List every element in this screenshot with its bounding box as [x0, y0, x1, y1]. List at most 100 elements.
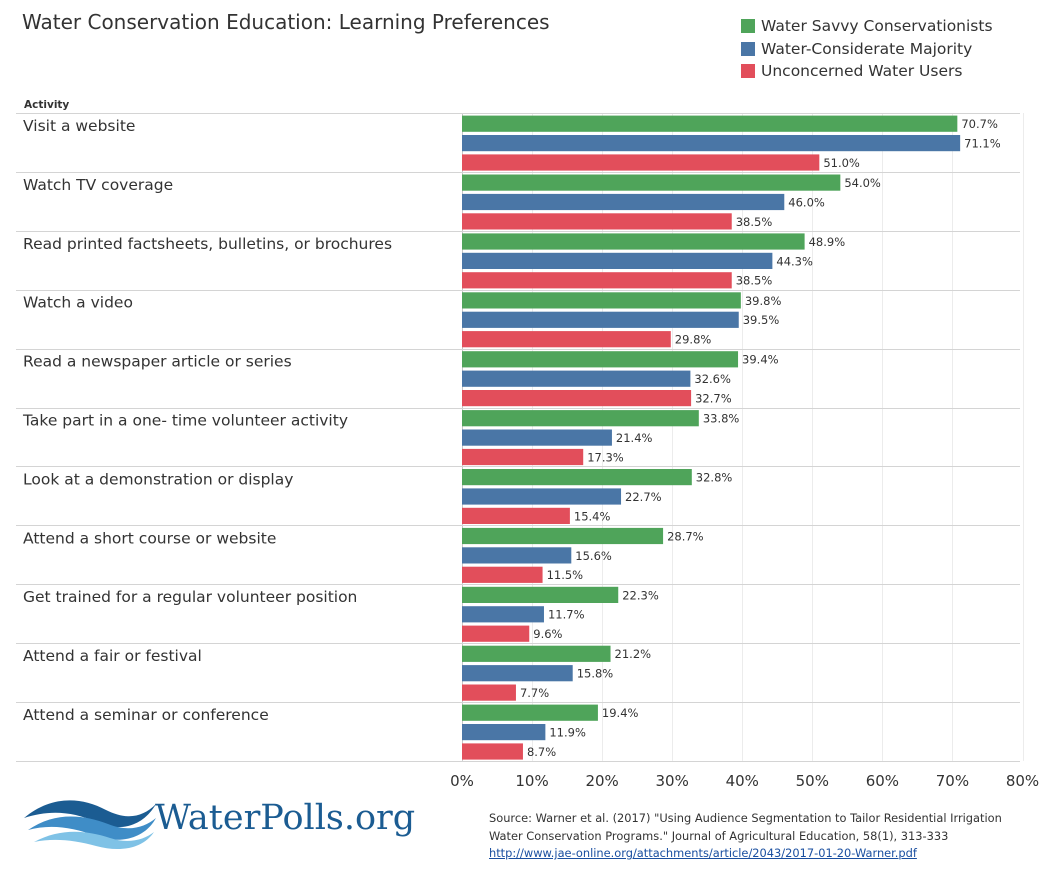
bar	[462, 370, 691, 387]
bar-value-label: 48.9%	[809, 235, 846, 249]
bar-value-label: 11.7%	[548, 608, 585, 622]
source-link[interactable]: http://www.jae-online.org/attachments/ar…	[489, 846, 917, 860]
legend: Water Savvy Conservationists Water-Consi…	[741, 15, 993, 83]
bar	[462, 213, 732, 230]
bar	[462, 665, 573, 682]
wave-icon	[24, 800, 156, 850]
bar-value-label: 28.7%	[667, 529, 704, 543]
legend-swatch-unconcerned	[741, 64, 755, 79]
category-label: Attend a fair or festival	[23, 647, 202, 665]
tick-label: 50%	[796, 772, 829, 790]
bar	[462, 193, 785, 211]
legend-swatch-savvy	[741, 19, 755, 34]
bar	[462, 252, 773, 269]
bar	[462, 566, 543, 583]
bar-value-label: 32.6%	[694, 372, 731, 386]
tick-label: 20%	[585, 772, 618, 790]
tick-label: 10%	[515, 772, 548, 790]
category-label: Attend a short course or website	[23, 529, 276, 547]
bar	[462, 410, 699, 427]
category-label: Visit a website	[23, 117, 135, 135]
bar	[462, 684, 516, 701]
category-label: Read printed factsheets, bulletins, or b…	[23, 235, 392, 253]
legend-swatch-majority	[741, 41, 755, 56]
bar	[462, 488, 622, 505]
bar	[462, 606, 544, 623]
tick-label: 40%	[726, 772, 759, 790]
bar-value-label: 15.8%	[577, 667, 614, 681]
category-label: Watch a video	[23, 294, 133, 312]
source-line-1: Source: Warner et al. (2017) "Using Audi…	[489, 811, 1002, 825]
bar-value-label: 15.6%	[575, 549, 612, 563]
chart-labels: Activity Visit a website 70.7% 71.1% 51.0% Wa…	[22, 99, 1039, 790]
tick-label: 60%	[866, 772, 899, 790]
bar	[462, 724, 546, 741]
bar-value-label: 39.8%	[745, 294, 782, 308]
legend-item-unconcerned[interactable]: Unconcerned Water Users	[741, 60, 993, 83]
tick-label: 80%	[1006, 772, 1039, 790]
bar-value-label: 44.3%	[776, 254, 813, 268]
bar-value-label: 11.9%	[549, 726, 586, 740]
bar	[462, 351, 739, 368]
bar	[462, 448, 584, 466]
bar-value-label: 38.5%	[736, 215, 773, 229]
bar-value-label: 22.3%	[622, 588, 659, 602]
bar-value-label: 33.8%	[703, 412, 740, 426]
bar-value-label: 39.5%	[743, 313, 780, 327]
bar	[462, 292, 741, 309]
bar-value-label: 32.7%	[695, 392, 732, 406]
bar	[462, 547, 572, 564]
bar-value-label: 32.8%	[696, 471, 733, 485]
category-label: Look at a demonstration or display	[23, 470, 293, 488]
legend-item-majority[interactable]: Water-Considerate Majority	[741, 38, 993, 61]
tick-label: 70%	[936, 772, 969, 790]
legend-label-majority: Water-Considerate Majority	[761, 39, 973, 58]
bar	[462, 390, 692, 407]
bar	[462, 743, 523, 760]
waterpolls-logo[interactable]: WaterPolls.org	[22, 788, 415, 850]
bar-value-label: 54.0%	[844, 176, 881, 190]
source-note: Source: Warner et al. (2017) "Using Audi…	[489, 810, 1002, 863]
bar	[462, 115, 958, 132]
category-axis-header: Activity	[24, 99, 69, 111]
bar-value-label: 15.4%	[574, 509, 611, 523]
bar	[462, 331, 671, 348]
category-label: Take part in a one- time volunteer activ…	[22, 412, 348, 430]
bar-value-label: 71.1%	[964, 137, 1001, 151]
bar-value-label: 17.3%	[587, 450, 624, 464]
tick-label: 30%	[656, 772, 689, 790]
bar	[462, 174, 841, 191]
bar-value-label: 51.0%	[823, 156, 860, 170]
legend-label-savvy: Water Savvy Conservationists	[761, 17, 993, 36]
bar	[462, 233, 805, 250]
bar-value-label: 19.4%	[602, 706, 639, 720]
bar	[462, 625, 530, 642]
category-label: Watch TV coverage	[23, 176, 173, 194]
bar	[462, 154, 820, 171]
bar	[462, 429, 612, 446]
bar	[462, 645, 611, 662]
bar	[462, 272, 732, 289]
bar-value-label: 29.8%	[675, 333, 712, 347]
bar	[462, 469, 692, 486]
bar	[462, 135, 961, 152]
chart-title: Water Conservation Education: Learning P…	[22, 10, 550, 34]
bar-value-label: 8.7%	[527, 745, 556, 759]
bar-value-label: 21.4%	[616, 431, 653, 445]
bar	[462, 586, 619, 603]
bar	[462, 311, 739, 328]
legend-item-savvy[interactable]: Water Savvy Conservationists	[741, 15, 993, 38]
bar-value-label: 11.5%	[547, 568, 584, 582]
bar-value-label: 21.2%	[615, 647, 652, 661]
logo-text: WaterPolls.org	[155, 798, 416, 838]
bar	[462, 704, 598, 721]
bar-value-label: 70.7%	[961, 117, 998, 131]
bar-value-label: 9.6%	[533, 627, 562, 641]
tick-label: 0%	[450, 772, 474, 790]
bar-value-label: 7.7%	[520, 686, 549, 700]
bar	[462, 507, 570, 524]
legend-label-unconcerned: Unconcerned Water Users	[761, 62, 963, 81]
bar-value-label: 46.0%	[788, 195, 825, 209]
source-line-2: Water Conservation Programs." Journal of…	[489, 828, 949, 843]
